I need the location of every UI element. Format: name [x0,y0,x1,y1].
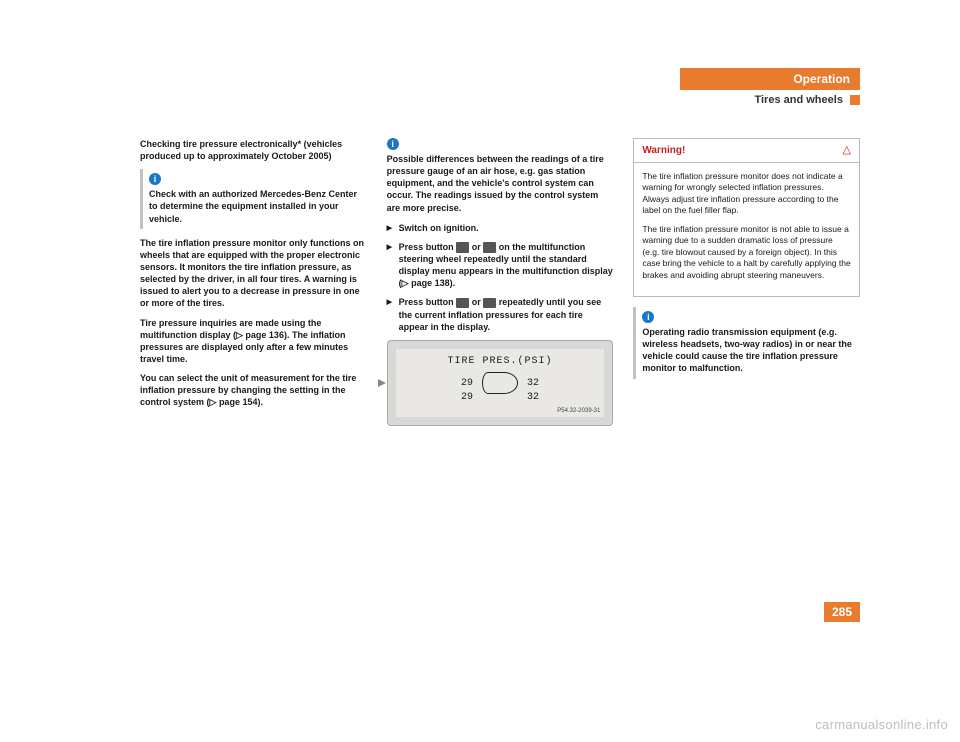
col3-info-note: i Operating radio transmission equipment… [633,307,860,379]
display-title: TIRE PRES.(PSI) [400,355,601,369]
warning-body: The tire inflation pressure monitor does… [634,163,859,296]
warning-title: Warning! [642,144,685,158]
col1-heading: Checking tire pressure electronically* (… [140,138,367,162]
step-1: Switch on ignition. [387,222,614,234]
step-2: Press button or on the multifunction ste… [387,241,614,290]
warning-p1: The tire inflation pressure monitor does… [642,171,851,217]
column-3: Warning! △ The tire inflation pressure m… [633,138,860,426]
warning-p2: The tire inflation pressure monitor is n… [642,224,851,281]
section-subtitle: Tires and wheels [680,94,860,106]
step3-pre: Press button [399,297,457,307]
key-icon [456,298,469,308]
info-icon: i [149,173,161,185]
section-marker-icon [850,95,860,105]
col1-note-text: Check with an authorized Mercedes-Benz C… [149,188,367,224]
step2-pre: Press button [399,242,457,252]
car-icon [482,372,518,394]
tire-pressure-display: TIRE PRES.(PSI) 29 32 29 32 P54.32-2039-… [387,340,614,426]
key-icon [483,242,496,252]
col2-info-note: i Possible differences between the readi… [387,138,614,214]
step2-mid: or [469,242,483,252]
col1-p2: Tire pressure inquiries are made using t… [140,317,367,366]
col1-info-note: i Check with an authorized Mercedes-Benz… [140,169,367,228]
info-icon: i [642,311,654,323]
warning-header: Warning! △ [634,139,859,163]
warning-triangle-icon: △ [843,143,851,158]
subtitle-text: Tires and wheels [754,94,842,106]
warning-box: Warning! △ The tire inflation pressure m… [633,138,860,297]
display-code: P54.32-2039-31 [557,407,600,415]
page-header: Operation Tires and wheels [680,68,860,106]
col3-note-text: Operating radio transmission equipment (… [642,326,860,375]
step-3: Press button or repeatedly until you see… [387,296,614,332]
section-title: Operation [680,68,860,90]
tire-fr: 32 [524,377,542,391]
col1-p1: The tire inflation pressure monitor only… [140,237,367,310]
col2-steps: Switch on ignition. Press button or on t… [387,222,614,333]
col1-p3: You can select the unit of measurement f… [140,372,367,408]
page-number: 285 [824,602,860,622]
display-screen: TIRE PRES.(PSI) 29 32 29 32 P54.32-2039-… [396,349,605,417]
tire-fl: 29 [458,377,476,391]
pointer-icon [378,379,386,387]
content-columns: Checking tire pressure electronically* (… [140,138,860,426]
column-2: i Possible differences between the readi… [387,138,614,426]
watermark: carmanualsonline.info [815,717,948,732]
col2-note-text: Possible differences between the reading… [387,153,614,214]
step3-mid: or [469,297,483,307]
column-1: Checking tire pressure electronically* (… [140,138,367,426]
info-icon: i [387,138,399,150]
tire-rr: 32 [524,391,542,405]
key-icon [483,298,496,308]
key-icon [456,242,469,252]
tire-rl: 29 [458,391,476,405]
manual-page: Operation Tires and wheels Checking tire… [0,0,960,742]
